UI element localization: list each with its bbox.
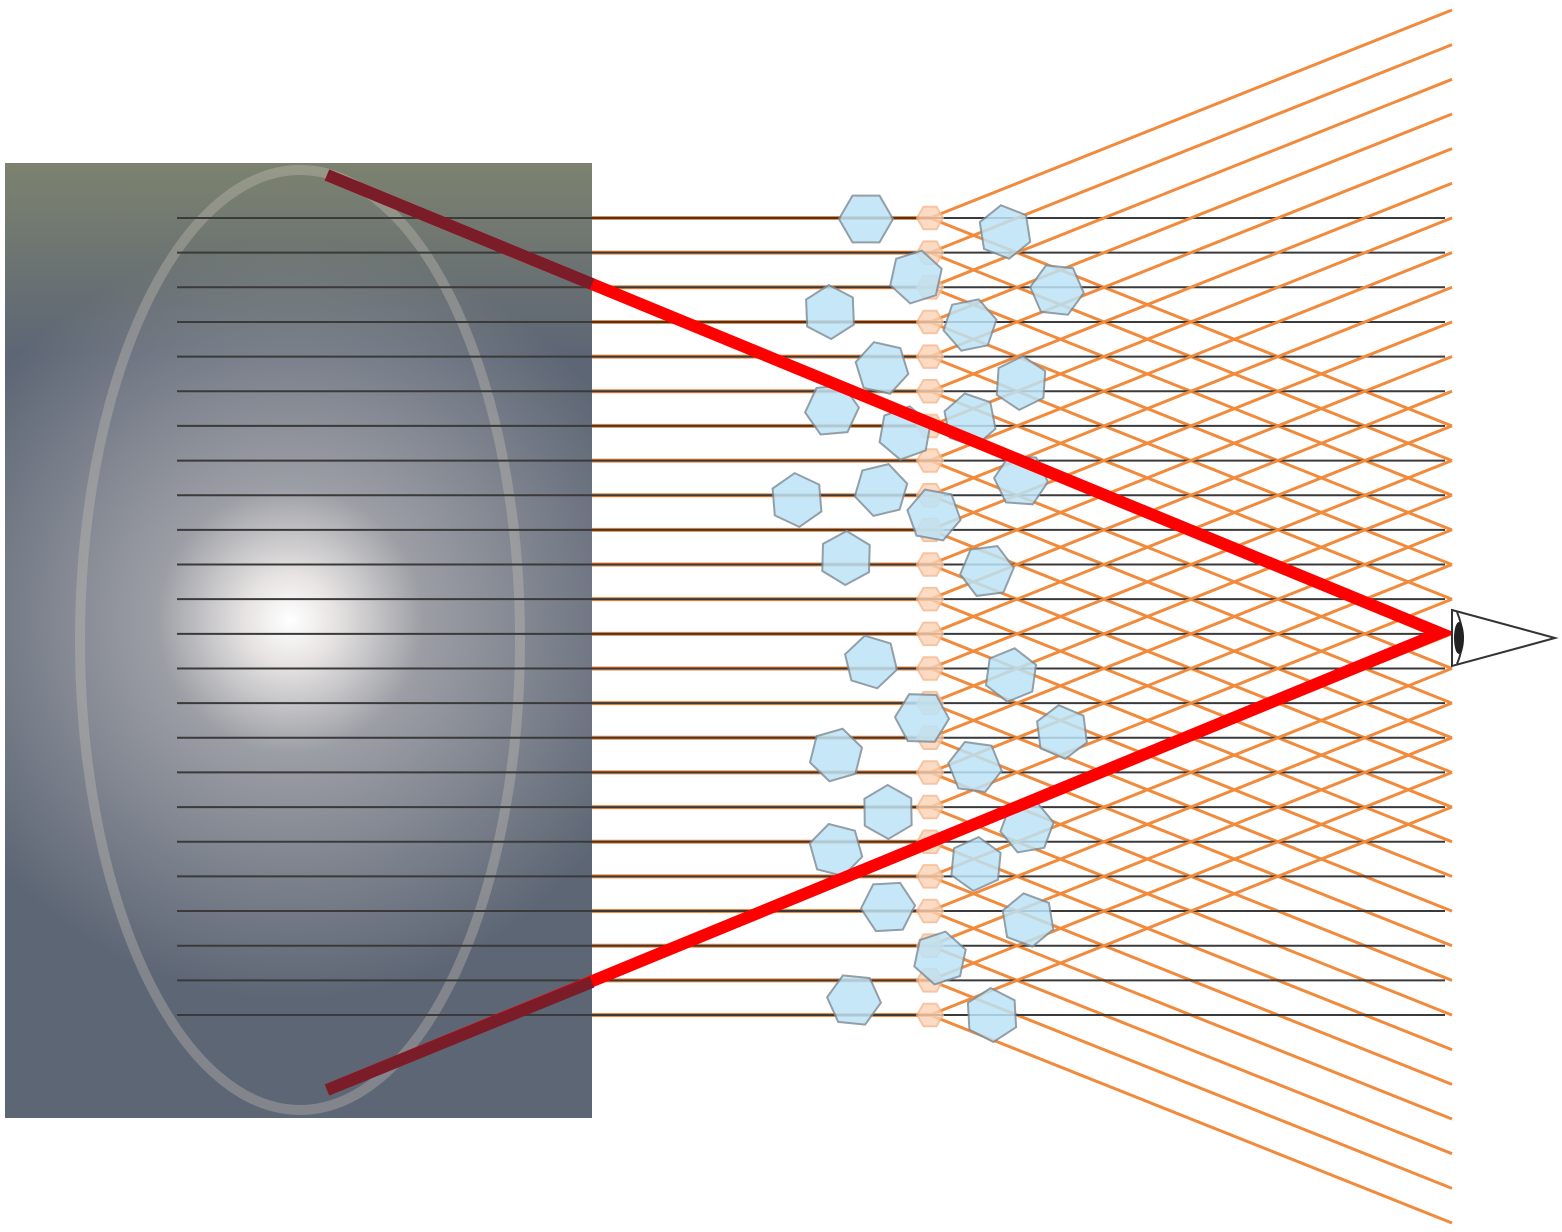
refracted-ray-up	[929, 181, 1453, 393]
eye-pupil	[1454, 622, 1464, 654]
refracted-ray-down	[929, 1013, 1453, 1225]
ice-crystal	[966, 986, 1018, 1044]
ice-crystal	[1001, 892, 1055, 948]
halo-angle	[324, 169, 1456, 1096]
ice-crystal	[915, 552, 945, 577]
refracted-ray-up	[929, 112, 1453, 324]
refracted-ray-up	[929, 147, 1453, 359]
ice-crystal	[995, 354, 1047, 412]
ice-crystal	[947, 740, 1003, 794]
ice-crystal	[854, 341, 910, 395]
refracted-ray-up	[929, 701, 1453, 913]
refracted-ray-up	[929, 8, 1453, 220]
refracted-ray-up	[929, 597, 1453, 809]
ice-crystal	[906, 488, 962, 542]
photo-sky	[5, 163, 592, 1118]
ice-crystal	[863, 783, 913, 841]
ice-crystal	[915, 864, 945, 889]
halo-ring	[75, 165, 525, 1115]
ice-crystal	[803, 384, 861, 436]
ice-crystal	[889, 249, 943, 305]
ice-crystal	[942, 298, 998, 352]
ice-crystal	[821, 529, 871, 587]
ice-crystal	[859, 881, 917, 933]
ice-crystal	[893, 693, 951, 743]
ice-crystal	[950, 835, 1002, 893]
ice-crystal	[915, 379, 945, 404]
refracted-ray-up	[929, 805, 1453, 1017]
ice-crystal	[978, 204, 1032, 260]
ice-crystal	[915, 205, 945, 231]
ice-crystal	[915, 760, 945, 785]
ice-crystal	[915, 794, 945, 820]
ice-crystal	[915, 309, 945, 335]
refracted-ray-up	[929, 770, 1453, 982]
ice-crystal	[915, 344, 945, 369]
ice-crystal	[915, 621, 945, 647]
eye-outline	[1451, 608, 1559, 668]
ice-crystal	[805, 283, 855, 341]
ice-crystal	[915, 898, 945, 924]
ice-crystal	[913, 930, 967, 986]
ice-crystal	[959, 545, 1015, 597]
halo-photo	[5, 163, 592, 1118]
ice-crystal	[915, 448, 945, 473]
ice-crystal	[808, 727, 864, 783]
ice-crystal	[915, 1002, 945, 1028]
ice-crystal	[837, 194, 895, 244]
eye	[1451, 608, 1559, 668]
ice-crystal	[853, 462, 909, 518]
halo-angle-shaded	[324, 976, 595, 1096]
refracted-ray-up	[929, 459, 1453, 670]
ice-crystal	[843, 634, 899, 690]
refracted-ray-up	[929, 389, 1453, 601]
refracted-ray-up	[929, 355, 1453, 566]
ice-crystal	[771, 471, 823, 529]
halo-angle-shaded	[324, 169, 595, 290]
ice-crystal	[915, 586, 945, 612]
refracted-ray-up	[929, 528, 1453, 740]
ice-crystal	[1029, 264, 1085, 316]
refracted-ray-down	[929, 944, 1453, 1156]
ice-crystal	[1036, 704, 1088, 760]
ice-crystal	[984, 647, 1038, 703]
sight-lines	[324, 169, 1456, 1096]
refracted-ray-up	[929, 251, 1453, 462]
ice-crystal	[825, 974, 883, 1026]
ice-crystal	[915, 656, 945, 681]
